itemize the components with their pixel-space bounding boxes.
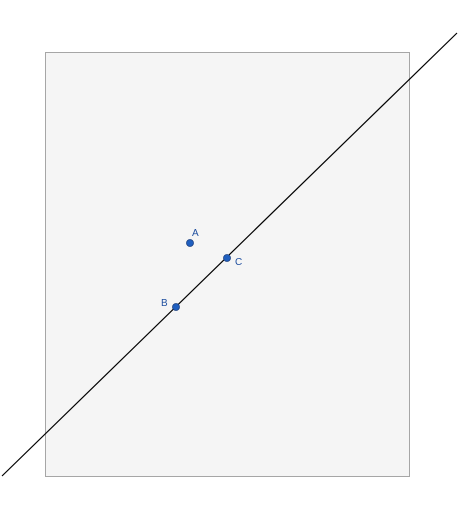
- line-bc[interactable]: [1, 32, 458, 477]
- drawing-area-frame: [45, 52, 410, 477]
- point-b-label: B: [161, 298, 168, 309]
- point-a-label: A: [192, 228, 199, 239]
- point-c[interactable]: C: [223, 254, 243, 269]
- point-b-marker[interactable]: [172, 303, 180, 311]
- point-c-marker[interactable]: [223, 254, 231, 262]
- point-a[interactable]: A: [186, 228, 200, 247]
- point-a-marker[interactable]: [186, 239, 194, 247]
- point-c-label: C: [235, 257, 242, 268]
- point-b[interactable]: B: [161, 298, 180, 311]
